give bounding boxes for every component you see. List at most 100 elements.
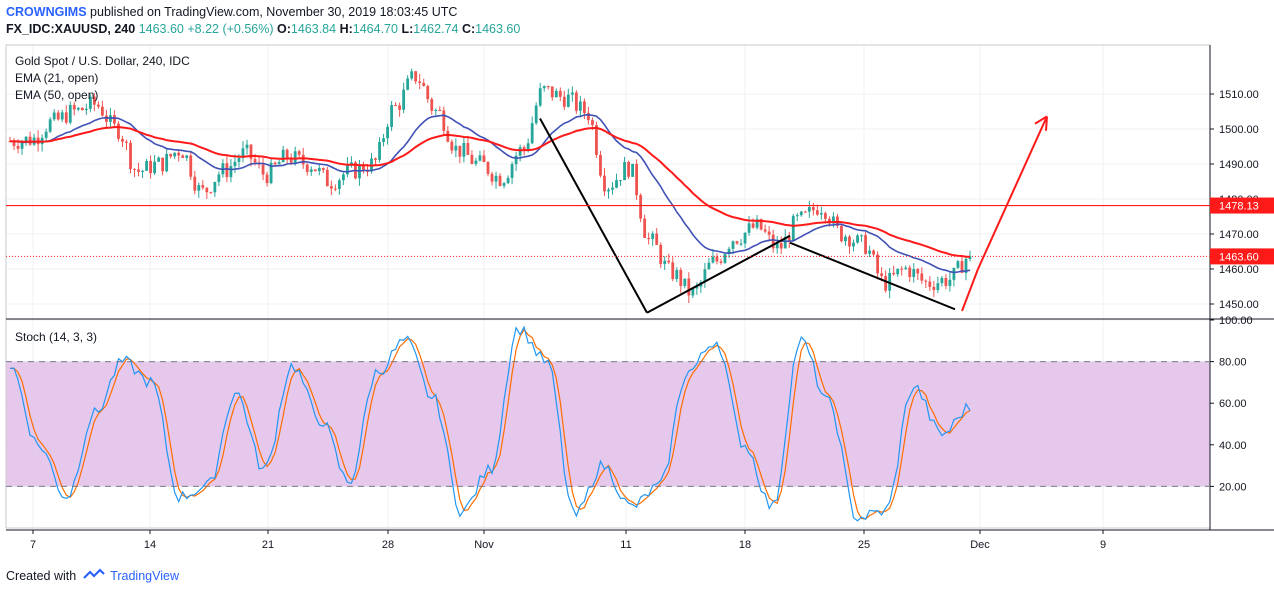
stoch-tick-label: 80.00 <box>1219 357 1247 369</box>
stoch-tick-label: 20.00 <box>1219 481 1247 493</box>
candle-body <box>313 169 317 172</box>
candle-body <box>940 277 944 284</box>
candle-body <box>687 278 691 296</box>
candle-body <box>414 71 418 82</box>
red-arrow-shaft-low <box>961 268 979 312</box>
candle-body <box>502 183 506 186</box>
candle-body <box>607 189 610 192</box>
candle-body <box>639 195 643 219</box>
ema-21-line <box>10 113 971 274</box>
candle-body <box>522 147 526 150</box>
red-arrow-shaft <box>977 118 1047 270</box>
legend-title: Gold Spot / U.S. Dollar, 240, IDC <box>15 54 190 68</box>
resistance-price-label: 1478.13 <box>1219 201 1259 213</box>
candle-body <box>542 86 546 89</box>
candle-body <box>739 243 743 245</box>
candle-body <box>261 164 265 175</box>
time-tick-label: 9 <box>1100 539 1106 551</box>
candle-body <box>747 223 751 233</box>
symbol-label: FX_IDC:XAUUSD, 240 <box>6 22 136 36</box>
candle-body <box>394 105 398 107</box>
drawings-group[interactable] <box>539 115 1048 314</box>
candle-body <box>462 142 466 157</box>
price-tick-label: 1470.00 <box>1219 229 1259 241</box>
candle-body <box>217 174 221 182</box>
candle-body <box>113 115 116 124</box>
candle-body <box>366 171 369 173</box>
close-value: 1463.60 <box>475 22 521 36</box>
candle-body <box>956 261 960 268</box>
candle-body <box>374 158 377 160</box>
candle-body <box>346 164 349 175</box>
footer: Created with TradingView <box>6 568 179 583</box>
candle-body <box>20 141 24 149</box>
stoch-tick-label: 100.00 <box>1219 315 1253 327</box>
candle-body <box>707 262 711 270</box>
candle-body <box>490 173 494 182</box>
candle-body <box>16 146 20 149</box>
candle-body <box>177 152 181 156</box>
candles-group <box>8 68 972 304</box>
candle-body <box>803 211 807 213</box>
trend-line-decline <box>539 118 648 314</box>
candle-body <box>570 92 574 95</box>
candle-body <box>129 142 132 169</box>
candle-body <box>695 286 699 289</box>
candle-body <box>952 267 956 280</box>
candle-body <box>84 108 88 111</box>
candle-body <box>213 181 217 193</box>
candle-body <box>799 211 803 216</box>
candle-body <box>691 288 695 296</box>
candle-body <box>510 164 514 178</box>
price-change: +8.22 (+0.56%) <box>187 22 274 36</box>
candle-body <box>321 168 325 170</box>
candle-body <box>88 96 92 109</box>
legend-ema50: EMA (50, open) <box>15 88 98 102</box>
candle-body <box>341 174 345 181</box>
candle-body <box>603 175 606 192</box>
candle-body <box>514 155 518 165</box>
tradingview-link[interactable]: TradingView <box>110 568 179 583</box>
candle-body <box>719 261 723 263</box>
author-link[interactable]: CROWNGIMS <box>6 5 87 19</box>
candle-body <box>48 119 52 132</box>
candle-body <box>731 241 735 249</box>
candle-body <box>68 104 72 123</box>
candle-body <box>735 241 739 244</box>
candle-body <box>848 236 851 247</box>
candle-body <box>149 160 152 174</box>
candle-body <box>872 250 875 255</box>
candle-body <box>201 185 205 188</box>
candle-body <box>253 158 257 163</box>
candle-body <box>651 233 655 240</box>
candle-body <box>76 107 80 110</box>
high-label: H: <box>339 22 353 36</box>
legend-ema21: EMA (21, open) <box>15 71 98 85</box>
candle-body <box>554 90 558 98</box>
last-price: 1463.60 <box>138 22 184 36</box>
candle-body <box>912 269 916 277</box>
candle-body <box>860 235 863 237</box>
candle-body <box>64 112 68 123</box>
candle-body <box>675 269 679 279</box>
candle-body <box>309 169 313 172</box>
candle-body <box>378 141 381 160</box>
candle-body <box>795 215 799 217</box>
candle-body <box>277 162 281 165</box>
candle-body <box>627 161 630 177</box>
candle-body <box>948 279 952 286</box>
candle-body <box>767 231 771 235</box>
time-tick-label: 18 <box>739 539 751 551</box>
price-tick-label: 1500.00 <box>1219 124 1259 136</box>
candle-body <box>165 153 169 172</box>
created-with-label: Created with <box>6 568 77 583</box>
candle-body <box>655 233 659 245</box>
open-label: O: <box>277 22 291 36</box>
candle-body <box>582 101 586 113</box>
legend-group: Gold Spot / U.S. Dollar, 240, IDC EMA (2… <box>15 54 190 344</box>
candle-body <box>908 267 912 277</box>
candle-body <box>153 161 157 174</box>
low-value: 1462.74 <box>413 22 459 36</box>
candle-body <box>24 136 28 142</box>
